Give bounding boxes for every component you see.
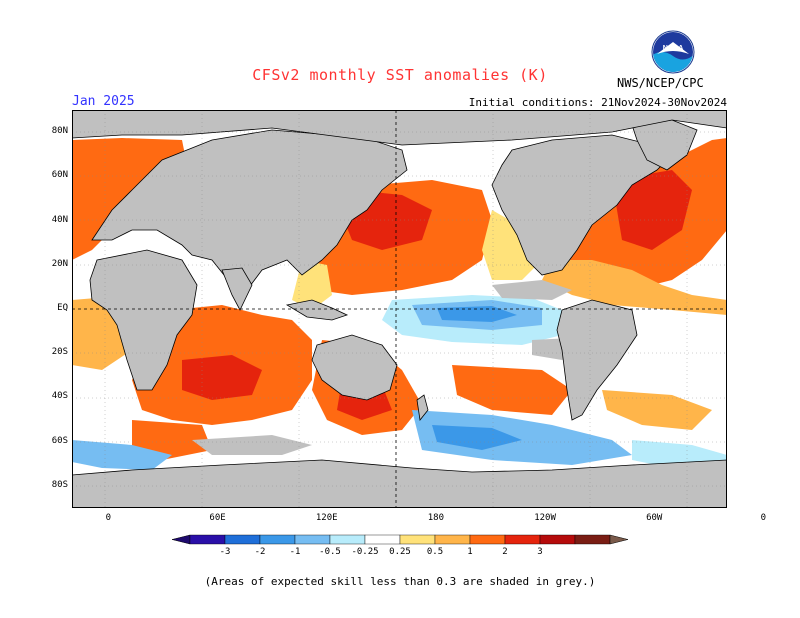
lat-label: 40S: [51, 391, 68, 402]
colorbar-label: 2: [502, 547, 507, 557]
indonesia-land: [285, 299, 349, 321]
colorbar-high-arrow: [609, 534, 629, 545]
lat-label: EQ: [57, 303, 68, 313]
colorbar-segment: [399, 534, 436, 545]
colorbar-label: 1: [467, 547, 472, 557]
map-frame: [72, 110, 727, 508]
colorbar-segment: [224, 534, 261, 545]
chart-title: CFSv2 monthly SST anomalies (K): [252, 66, 548, 84]
arctic-grey: [72, 110, 727, 146]
initial-conditions: Initial conditions: 21Nov2024-30Nov2024: [468, 96, 727, 109]
lat-label: 60N: [51, 170, 68, 181]
colorbar-segment: [329, 534, 366, 545]
lon-label: 120E: [315, 513, 338, 523]
colorbar-label: -0.25: [351, 547, 378, 557]
australia-land: [311, 334, 398, 401]
antarctica-land: [72, 459, 727, 508]
lon-label: 60E: [209, 513, 226, 523]
lat-label: 20S: [51, 347, 68, 358]
agency-label: NWS/NCEP/CPC: [617, 76, 704, 90]
eurasia-land: [91, 129, 408, 291]
colorbar-segment: [539, 534, 576, 545]
new-zealand-land: [416, 394, 429, 421]
colorbar-segment: [469, 534, 506, 545]
lat-label: 60S: [51, 435, 68, 446]
lat-label: 80S: [51, 479, 68, 490]
lon-label: 0: [760, 513, 767, 523]
forecast-month: Jan 2025: [72, 94, 135, 109]
lat-label: 80N: [51, 126, 68, 137]
lon-label: 60W: [646, 513, 663, 523]
colorbar-segment: [364, 534, 401, 545]
colorbar-segment: [434, 534, 471, 545]
lon-label: 180: [427, 513, 444, 523]
lon-label: 0: [105, 513, 112, 523]
greenland-land: [631, 119, 698, 171]
colorbar-segment: [504, 534, 541, 545]
colorbar-label: -3: [220, 547, 231, 557]
skill-footnote: (Areas of expected skill less than 0.3 a…: [204, 575, 596, 588]
sst-anomaly-map: [72, 110, 727, 508]
lon-label: 120W: [534, 513, 556, 523]
colorbar-label: 0.5: [427, 547, 443, 557]
anomaly-tropical-pacific-cool: [382, 295, 562, 345]
colorbar-label: -0.5: [319, 547, 341, 557]
colorbar-segment: [574, 534, 611, 545]
logo-text: NOAA: [663, 45, 684, 52]
colorbar: -3 -2 -1 -0.5 -0.25 0.25 0.5 1 2 3: [171, 534, 629, 557]
lat-label: 40N: [51, 214, 68, 225]
colorbar-segment: [189, 534, 226, 545]
colorbar-low-arrow: [171, 534, 191, 545]
colorbar-segment: [294, 534, 331, 545]
colorbar-label: -1: [290, 547, 301, 557]
land-masses: [72, 110, 727, 508]
colorbar-label: 0.25: [389, 547, 411, 557]
lat-label: 20N: [51, 258, 68, 269]
noaa-logo-icon: NOAA: [651, 30, 695, 74]
india-land: [221, 267, 253, 311]
colorbar-label: 3: [537, 547, 542, 557]
south-america-land: [556, 299, 638, 421]
colorbar-label: -2: [255, 547, 266, 557]
africa-land: [89, 249, 198, 391]
colorbar-segment: [259, 534, 296, 545]
anomaly-southern-ocean-cool: [72, 410, 727, 470]
